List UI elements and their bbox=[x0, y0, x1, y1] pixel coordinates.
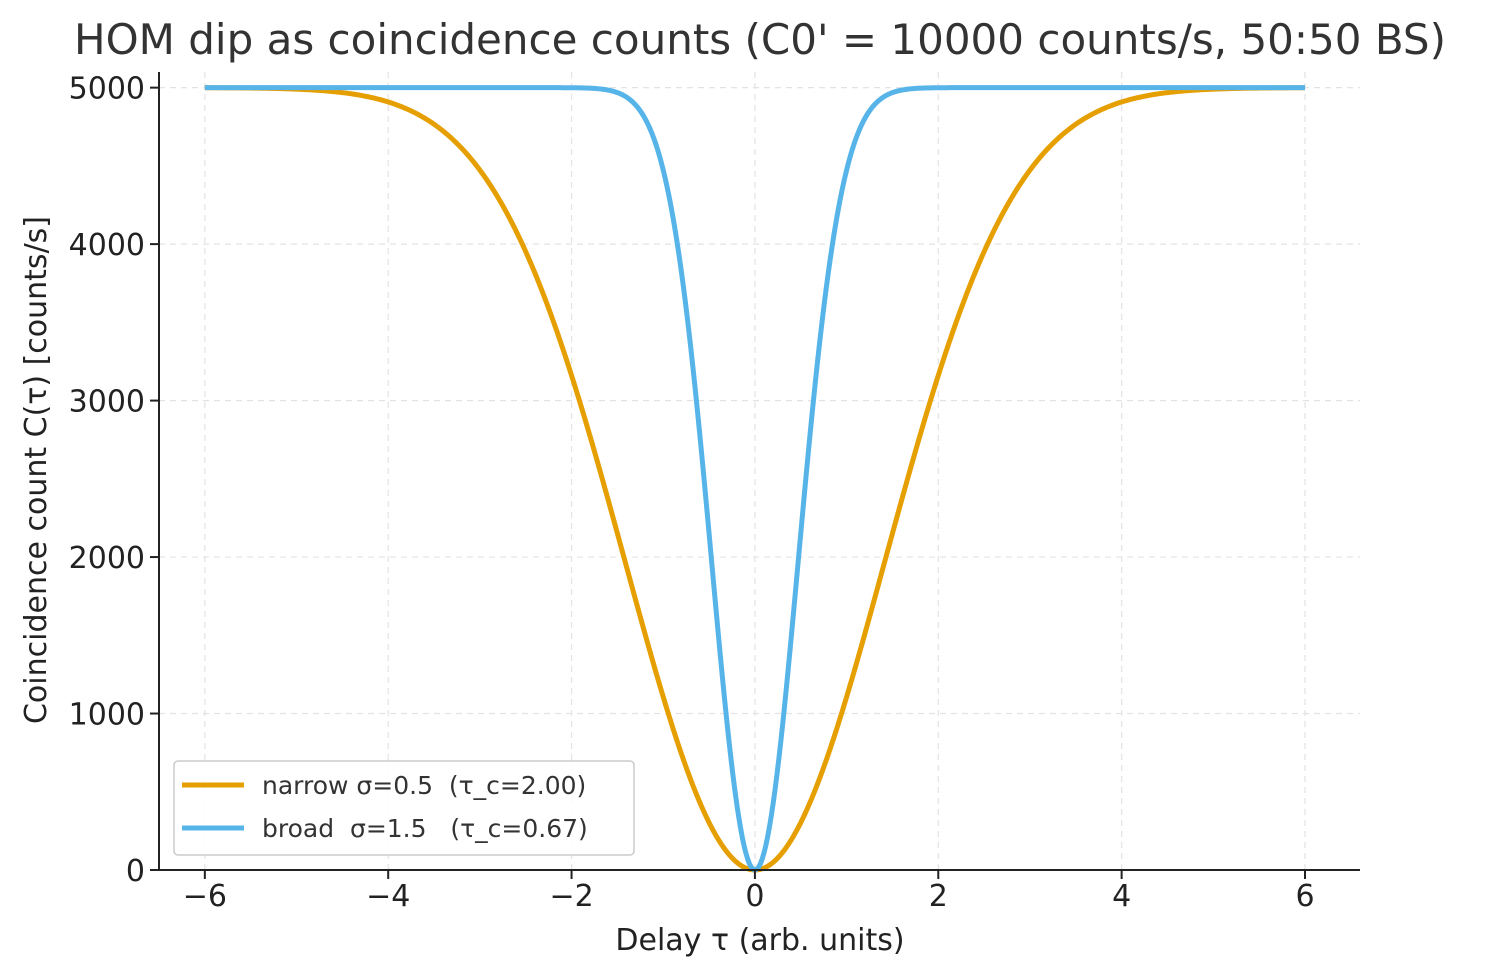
legend-label-broad: broad σ=1.5 (τ_c=0.67) bbox=[262, 814, 588, 843]
x-tick-label: 2 bbox=[929, 879, 948, 914]
y-tick-label: 3000 bbox=[69, 385, 145, 420]
x-axis-ticks: −6 −4 −2 0 2 4 6 bbox=[183, 870, 1315, 914]
legend-label-narrow: narrow σ=0.5 (τ_c=2.00) bbox=[262, 771, 586, 800]
x-tick-label: −2 bbox=[549, 879, 593, 914]
y-axis-label: Coincidence count C(τ) [counts/s] bbox=[19, 216, 54, 724]
x-tick-label: −6 bbox=[183, 879, 227, 914]
y-tick-label: 1000 bbox=[69, 698, 145, 733]
x-tick-label: −4 bbox=[366, 879, 410, 914]
legend: narrow σ=0.5 (τ_c=2.00) broad σ=1.5 (τ_c… bbox=[173, 760, 635, 856]
x-tick-label: 4 bbox=[1112, 879, 1131, 914]
y-tick-label: 0 bbox=[126, 854, 145, 889]
y-tick-label: 5000 bbox=[69, 72, 145, 107]
x-tick-label: 6 bbox=[1295, 879, 1314, 914]
x-axis-label: Delay τ (arb. units) bbox=[615, 923, 904, 958]
y-tick-label: 4000 bbox=[69, 228, 145, 263]
y-axis-ticks: 0 1000 2000 3000 4000 5000 bbox=[69, 72, 159, 889]
y-tick-label: 2000 bbox=[69, 541, 145, 576]
legend-box bbox=[173, 760, 635, 856]
x-tick-label: 0 bbox=[745, 879, 764, 914]
chart-title: HOM dip as coincidence counts (C0' = 100… bbox=[74, 15, 1446, 64]
